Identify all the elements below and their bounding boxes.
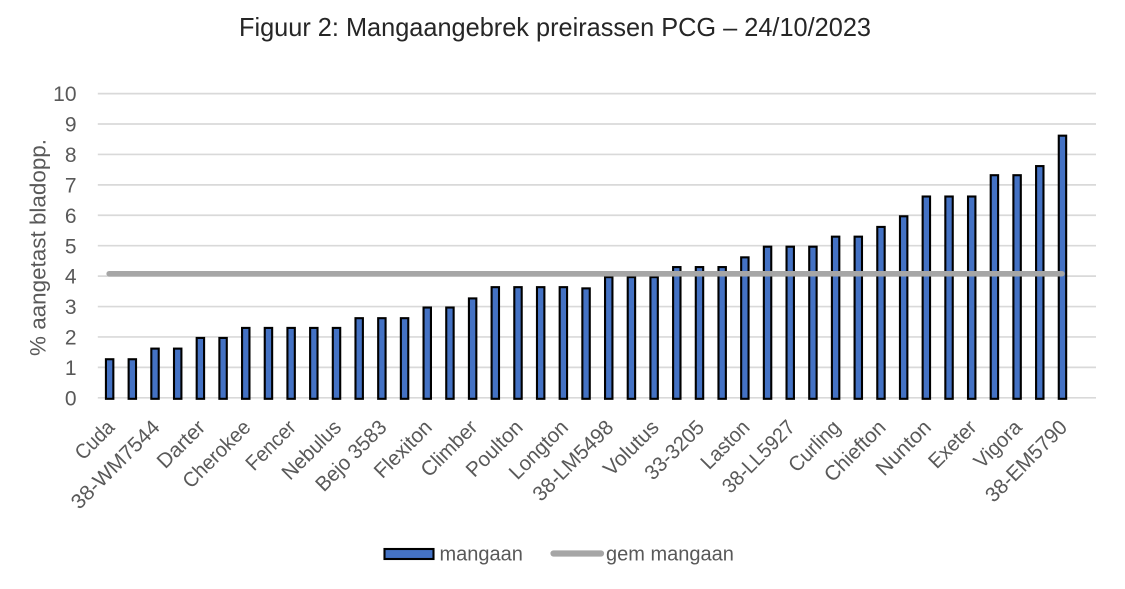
svg-text:gem mangaan: gem mangaan <box>606 543 734 565</box>
svg-text:6: 6 <box>65 205 77 228</box>
svg-text:2: 2 <box>65 327 77 350</box>
svg-text:10: 10 <box>53 83 76 106</box>
svg-text:Figuur 2: Mangaangebrek preira: Figuur 2: Mangaangebrek preirassen PCG –… <box>239 14 871 42</box>
svg-text:9: 9 <box>65 114 77 137</box>
svg-text:3: 3 <box>65 296 77 319</box>
svg-text:7: 7 <box>65 174 77 197</box>
svg-text:8: 8 <box>65 144 77 167</box>
svg-text:0: 0 <box>65 387 77 410</box>
svg-text:% aangetast bladopp.: % aangetast bladopp. <box>26 139 51 356</box>
svg-text:1: 1 <box>65 357 77 380</box>
svg-text:5: 5 <box>65 235 77 258</box>
svg-text:mangaan: mangaan <box>440 543 523 565</box>
svg-text:4: 4 <box>65 266 77 289</box>
